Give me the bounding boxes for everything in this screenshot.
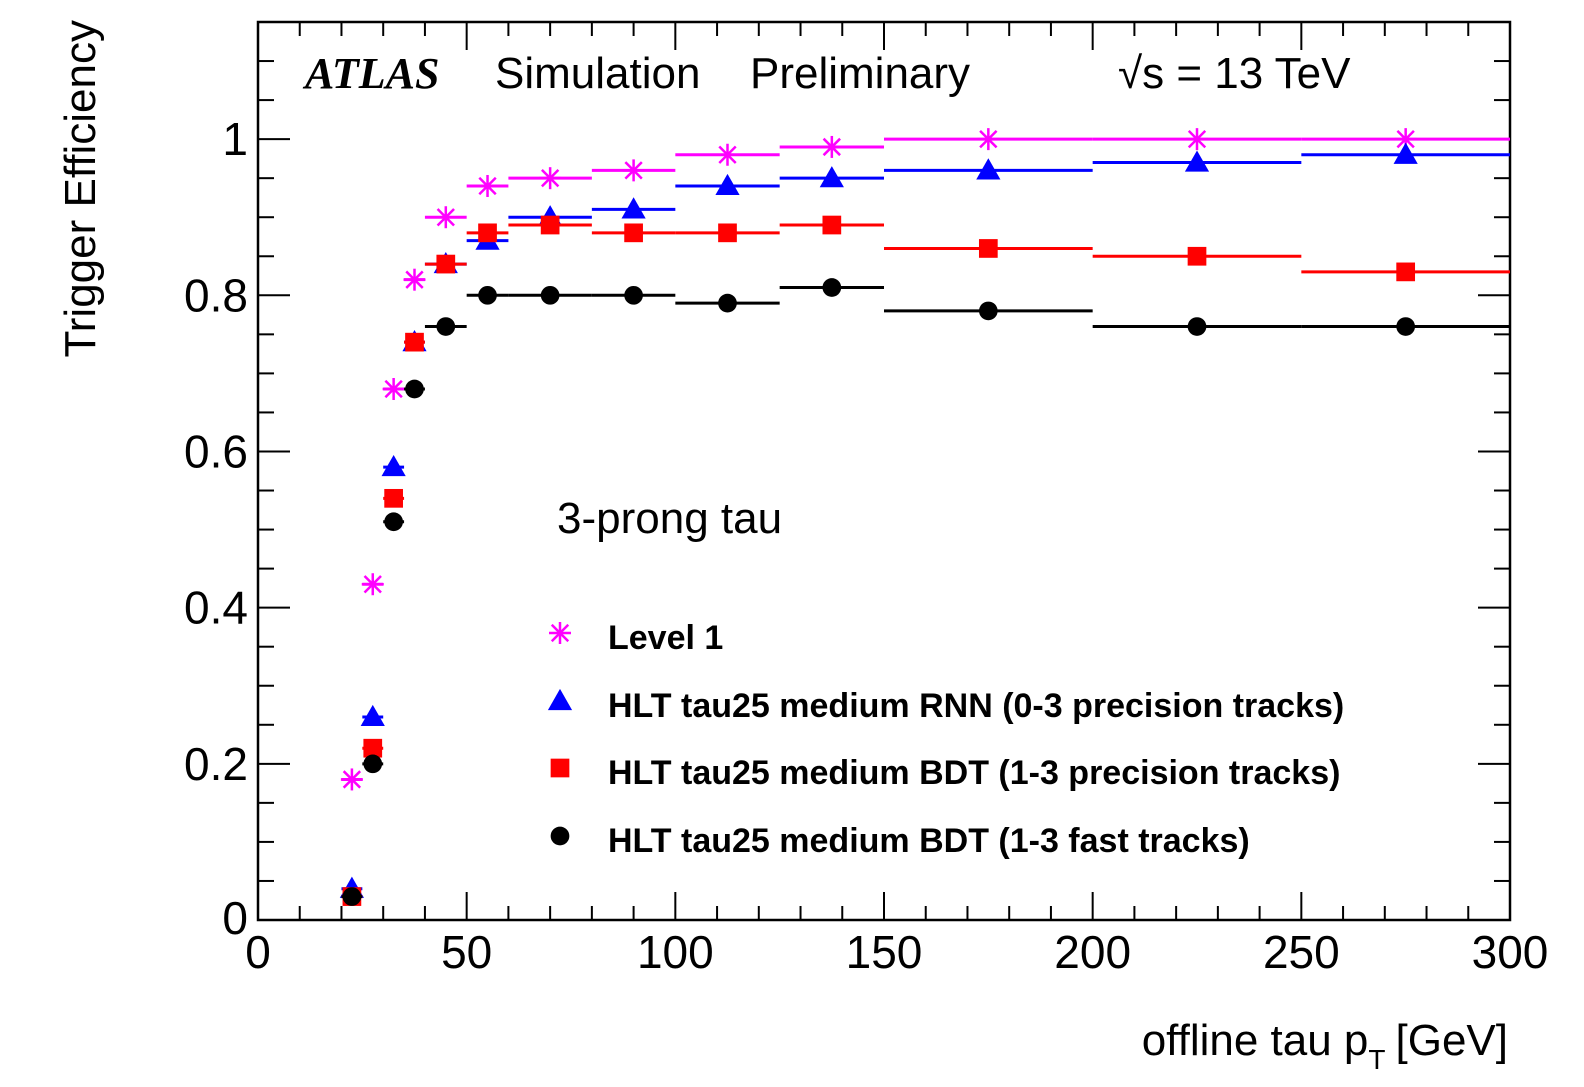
marker-square <box>478 223 497 243</box>
marker-asterisk <box>382 378 405 401</box>
marker-triangle <box>547 688 573 711</box>
y-tick-label: 0.4 <box>184 582 248 634</box>
marker-square <box>405 332 424 352</box>
marker-circle <box>822 278 842 297</box>
y-tick-label: 0.8 <box>184 269 248 321</box>
marker-asterisk <box>539 167 562 190</box>
preliminary-label: Preliminary <box>750 49 970 98</box>
data-series <box>339 128 1510 906</box>
legend-label: HLT tau25 medium RNN (0-3 precision trac… <box>608 687 1344 725</box>
marker-asterisk <box>716 143 739 166</box>
marker-asterisk <box>549 622 571 644</box>
marker-asterisk <box>622 159 645 182</box>
marker-asterisk <box>434 206 457 229</box>
marker-circle <box>342 887 362 906</box>
marker-triangle <box>360 704 385 727</box>
marker-square <box>822 215 842 235</box>
marker-circle <box>550 826 570 846</box>
marker-circle <box>1396 317 1416 336</box>
series-circle <box>341 278 1510 906</box>
y-tick-label: 1 <box>222 113 248 165</box>
marker-circle <box>1187 317 1207 336</box>
marker-circle <box>384 512 403 532</box>
marker-triangle <box>1184 150 1210 172</box>
marker-triangle <box>819 166 844 188</box>
legend-label: HLT tau25 medium BDT (1-3 precision trac… <box>608 754 1340 792</box>
x-axis-title-subscript: T <box>1368 1044 1385 1075</box>
legend-label: Level 1 <box>608 619 723 657</box>
y-tick-label: 0 <box>222 892 248 944</box>
marker-square <box>624 223 643 243</box>
x-tick-label: 250 <box>1263 926 1340 978</box>
marker-square <box>978 239 998 258</box>
marker-square <box>384 488 403 508</box>
marker-triangle <box>976 158 1001 180</box>
x-axis-title-main: offline tau p <box>1142 1016 1369 1065</box>
x-tick-label: 150 <box>846 926 923 978</box>
x-tick-label: 200 <box>1054 926 1131 978</box>
x-axis-title: offline tau pT [GeV] <box>1142 1016 1508 1075</box>
x-tick-label: 50 <box>441 926 492 978</box>
legend-entry: Level 1 <box>549 619 723 657</box>
y-tick-label: 0.6 <box>184 425 248 477</box>
marker-circle <box>540 285 560 305</box>
simulation-label: Simulation <box>495 49 700 98</box>
marker-triangle <box>381 454 406 477</box>
marker-asterisk <box>476 174 499 197</box>
x-tick-label: 300 <box>1472 926 1549 978</box>
marker-circle <box>478 285 497 305</box>
legend: Level 1 HLT tau25 medium RNN (0-3 precisi… <box>547 619 1344 860</box>
marker-asterisk <box>1186 128 1208 151</box>
marker-square <box>550 758 570 778</box>
axis-ticks: 0 50 100 150 200 250 300 0 0.2 0.4 0.6 0.8 1 <box>184 22 1548 978</box>
marker-circle <box>718 293 737 313</box>
marker-asterisk <box>977 128 1000 151</box>
marker-asterisk <box>820 135 843 158</box>
series-square <box>341 215 1510 906</box>
y-axis-title: Trigger Efficiency <box>56 20 105 357</box>
marker-circle <box>405 379 424 399</box>
x-tick-label: 0 <box>245 926 271 978</box>
series-asterisk <box>340 128 1510 791</box>
marker-circle <box>436 317 456 336</box>
legend-label: HLT tau25 medium BDT (1-3 fast tracks) <box>608 822 1250 860</box>
energy-label: √s = 13 TeV <box>1118 49 1351 98</box>
marker-square <box>1396 262 1416 282</box>
marker-square <box>436 254 456 274</box>
y-tick-label: 0.2 <box>184 738 248 790</box>
marker-square <box>1187 246 1207 266</box>
legend-entry: HLT tau25 medium BDT (1-3 fast tracks) <box>550 822 1250 860</box>
experiment-label: ATLAS <box>302 49 440 98</box>
marker-triangle <box>621 197 646 219</box>
marker-asterisk <box>403 268 426 291</box>
marker-square <box>363 738 383 758</box>
x-tick-label: 100 <box>637 926 714 978</box>
marker-square <box>718 223 737 243</box>
prong-annotation: 3-prong tau <box>557 494 782 543</box>
marker-asterisk <box>340 768 363 791</box>
marker-square <box>540 215 560 235</box>
marker-triangle <box>1393 142 1418 164</box>
marker-circle <box>978 301 998 321</box>
marker-circle <box>624 285 643 305</box>
marker-circle <box>363 754 383 774</box>
marker-triangle <box>715 173 740 196</box>
legend-entry: HLT tau25 medium BDT (1-3 precision trac… <box>550 754 1340 792</box>
legend-entry: HLT tau25 medium RNN (0-3 precision trac… <box>547 687 1344 725</box>
x-axis-title-unit: [GeV] <box>1396 1016 1509 1065</box>
marker-asterisk <box>361 573 384 596</box>
